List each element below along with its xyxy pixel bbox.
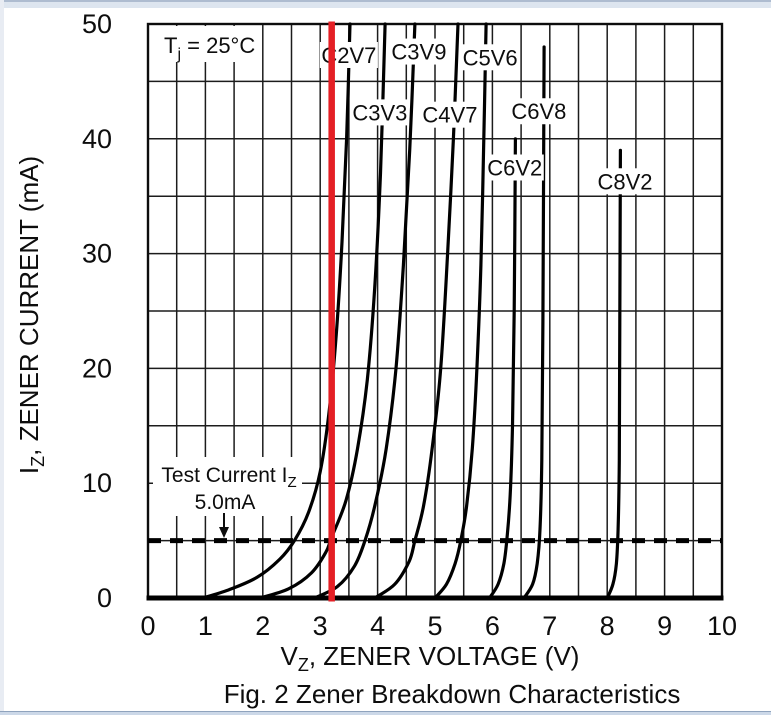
x-tick-label: 9 — [657, 611, 672, 641]
y-tick-label: 40 — [82, 124, 112, 154]
y-axis-title: IZ, ZENER CURRENT (mA) — [14, 156, 48, 474]
x-tick-label: 5 — [427, 611, 442, 641]
arrow-down-icon — [219, 513, 229, 538]
temperature-label-box — [150, 26, 257, 62]
curve-label-C5V6: C5V6 — [461, 44, 520, 71]
curve-label-text: C8V2 — [597, 169, 652, 194]
curve-label-text: C6V8 — [511, 99, 566, 124]
curve-label-text: C5V6 — [463, 45, 518, 70]
curve-label-text: C4V7 — [422, 103, 477, 128]
curve-label-box — [485, 154, 544, 181]
x-tick-label: 7 — [542, 611, 557, 641]
x-tick-label: 4 — [370, 611, 385, 641]
test-current-label-box — [153, 457, 302, 516]
x-tick-label: 0 — [140, 611, 155, 641]
curve-label-C3V3: C3V3 — [350, 99, 409, 126]
x-tick-label: 3 — [313, 611, 328, 641]
temperature-label: Tj = 25°C — [150, 26, 257, 63]
curve-label-C6V8: C6V8 — [509, 98, 568, 125]
curve-label-box — [389, 38, 448, 65]
curve-label-C6V2: C6V2 — [485, 154, 544, 181]
curve-label-box — [420, 101, 479, 128]
curve-label-text: C3V9 — [391, 40, 446, 65]
x-tick-label: 10 — [707, 611, 737, 641]
y-tick-label: 0 — [97, 583, 112, 613]
curve-C6V2 — [487, 137, 517, 600]
page-edge-bottom — [0, 711, 771, 715]
test-current-label: Test Current IZ 5.0mA — [153, 457, 302, 538]
axis-tick-labels: 0 1 2 3 4 5 6 7 8 9 10 0 10 20 30 40 50 — [82, 9, 737, 641]
y-tick-label: 50 — [82, 9, 112, 39]
curve-C5V6 — [433, 22, 488, 600]
curve-label-C8V2: C8V2 — [595, 168, 654, 195]
temperature-label-text: Tj = 25°C — [164, 33, 255, 63]
page-edge-top — [0, 0, 771, 8]
x-tick-label: 1 — [198, 611, 213, 641]
y-tick-label: 10 — [82, 468, 112, 498]
curve-label-box — [509, 98, 568, 125]
figure-caption: Fig. 2 Zener Breakdown Characteristics — [224, 679, 681, 709]
curve-label-box — [595, 168, 654, 195]
curve-label-text: C3V3 — [352, 100, 407, 125]
curve-C3V9 — [312, 22, 417, 600]
page-edge-left — [0, 0, 4, 715]
x-tick-label: 8 — [600, 611, 615, 641]
curve-C4V7 — [373, 22, 460, 600]
y-tick-label: 30 — [82, 239, 112, 269]
x-tick-label: 6 — [485, 611, 500, 641]
curve-label-text: C6V2 — [487, 156, 542, 181]
test-current-label-line2: 5.0mA — [195, 491, 256, 514]
curve-label-box — [461, 44, 520, 71]
x-axis-title: VZ, ZENER VOLTAGE (V) — [281, 641, 580, 675]
curve-C6V8 — [522, 45, 546, 600]
y-tick-label: 20 — [82, 353, 112, 383]
x-tick-label: 2 — [255, 611, 270, 641]
test-current-label-line1: Test Current IZ — [161, 464, 296, 491]
zener-curves — [200, 22, 622, 600]
curve-label-box — [350, 99, 409, 126]
curve-C8V2 — [605, 148, 622, 600]
curve-C3V3 — [258, 22, 387, 600]
curve-label-C4V7: C4V7 — [420, 101, 479, 128]
curve-C2V7 — [200, 22, 352, 600]
curve-label-C3V9: C3V9 — [389, 38, 448, 65]
